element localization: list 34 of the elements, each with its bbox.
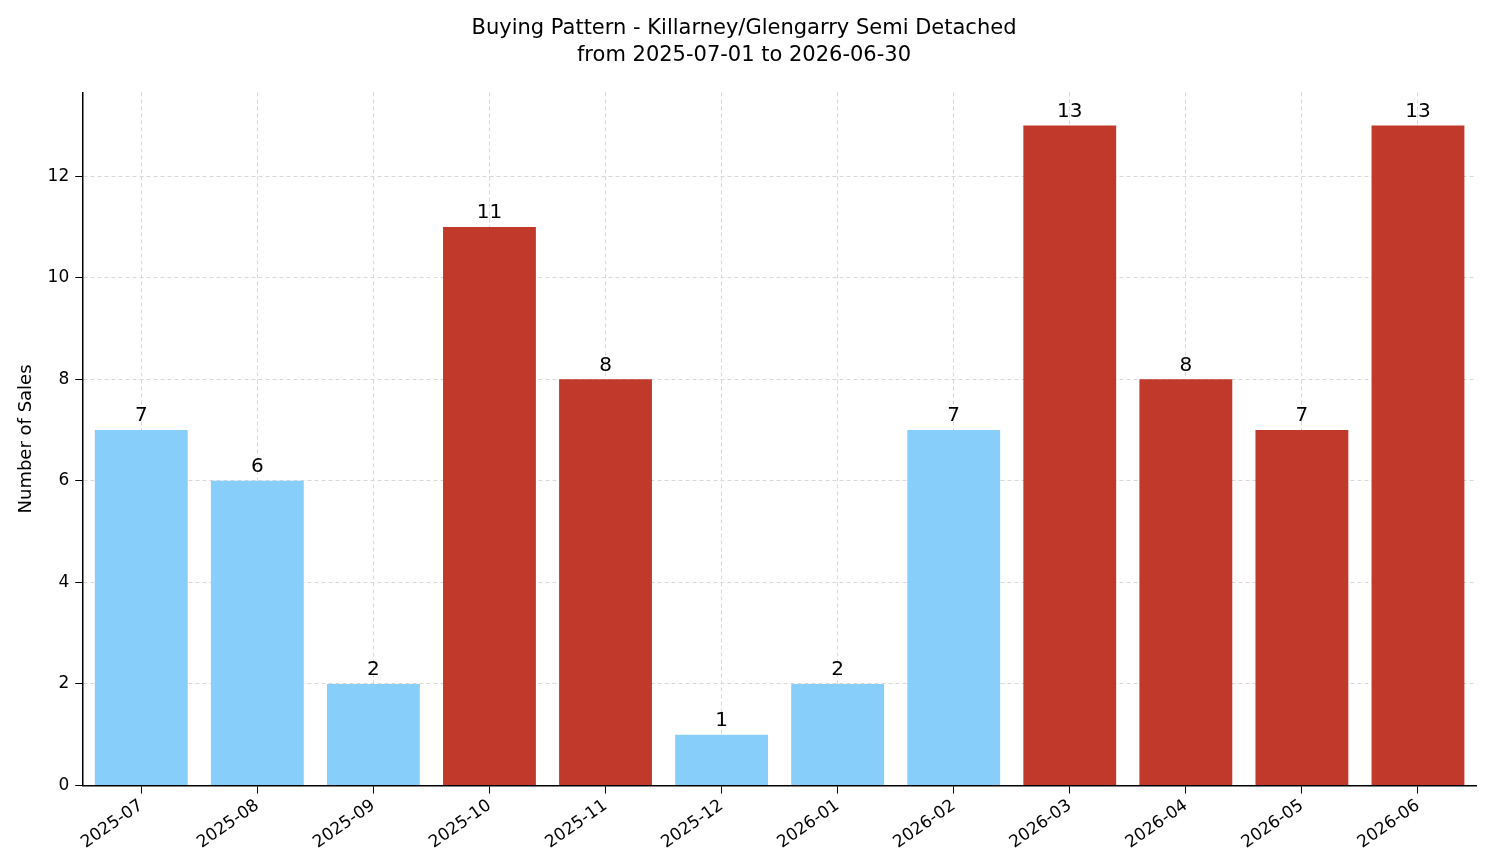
y-tick-label: 8 xyxy=(58,367,70,388)
y-axis-title: Number of Sales xyxy=(14,364,36,514)
bar xyxy=(907,430,1001,786)
bar xyxy=(210,480,304,786)
data-label: 7 xyxy=(947,402,961,427)
data-label: 2 xyxy=(831,656,845,681)
bar xyxy=(326,683,420,786)
data-label: 2 xyxy=(367,656,380,681)
data-label: 13 xyxy=(1405,97,1431,122)
bar xyxy=(94,430,188,786)
bar xyxy=(1139,379,1233,786)
y-tick-label: 6 xyxy=(58,469,70,490)
y-tick-label: 0 xyxy=(58,773,70,794)
y-tick-label: 2 xyxy=(58,672,70,693)
data-label: 8 xyxy=(1179,351,1193,376)
bar xyxy=(1255,430,1349,786)
bar xyxy=(791,683,885,786)
y-tick-label: 12 xyxy=(47,164,70,185)
data-label: 7 xyxy=(134,402,148,427)
bar xyxy=(1023,125,1117,786)
chart-subtitle: from 2025-07-01 to 2026-06-30 xyxy=(576,42,912,67)
y-tick-label: 4 xyxy=(58,570,70,591)
bar xyxy=(1371,125,1465,786)
data-label: 8 xyxy=(599,351,612,376)
y-tick-label: 10 xyxy=(47,266,70,287)
bar xyxy=(675,734,769,786)
data-label: 13 xyxy=(1057,97,1083,122)
data-label: 11 xyxy=(476,199,503,224)
data-label: 7 xyxy=(1295,402,1309,427)
bar xyxy=(559,379,652,786)
data-label: 6 xyxy=(250,453,264,478)
chart-title: Buying Pattern - Killarney/Glengarry Semi Detached xyxy=(471,15,1017,40)
bar xyxy=(443,226,536,786)
data-label: 1 xyxy=(715,706,728,731)
